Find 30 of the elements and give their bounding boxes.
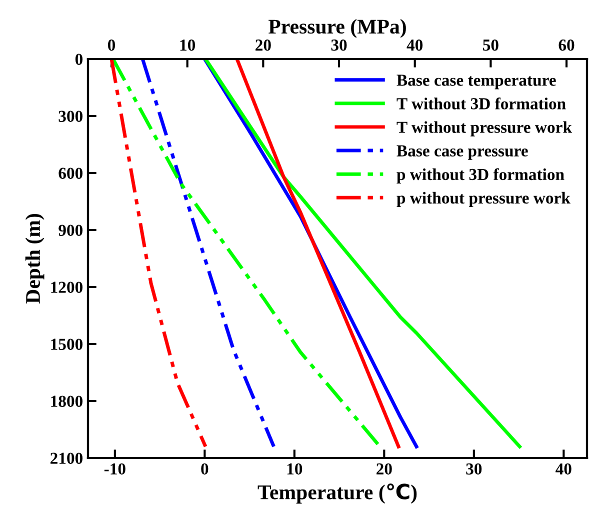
y-tick-label: 2100 [50,452,83,464]
y-axis-title: Depth (m) [25,214,44,304]
legend-label: p without pressure work [396,192,570,208]
x-tick-label: 10 [287,463,302,475]
x-tick-label: 40 [556,463,572,475]
legend-label: Base case temperature [396,74,556,90]
x2-tick-label: 40 [406,40,423,51]
legend-label: T without 3D formation [396,97,566,110]
y-tick-label: 1800 [51,396,83,407]
x2-tick-label: 10 [180,40,196,51]
x-axis-title: Temperature (℃) [258,484,417,504]
x-tick-label: 20 [376,463,392,475]
legend-label: T without pressure work [396,121,572,136]
x2-tick-label: 0 [108,40,116,51]
y-tick-label: 1500 [51,338,83,350]
x2-tick-label: 30 [331,40,347,51]
x2-tick-label: 20 [256,40,271,51]
x-tick-label: 0 [201,463,208,475]
y-tick-label: 0 [75,54,83,65]
x-tick-label: 30 [466,463,482,475]
y-tick-label: 300 [58,110,83,122]
x2-tick-label: 50 [483,40,498,51]
y-tick-label: 900 [58,224,83,236]
x2-axis-title: Pressure (MPa) [268,19,406,38]
legend-label: Base case pressure [396,145,528,160]
y-tick-label: 600 [58,168,83,179]
x-tick-label: -10 [104,463,126,475]
x2-tick-label: 60 [558,40,574,51]
y-tick-label: 1200 [51,282,83,293]
legend-label: p without 3D formation [396,168,564,184]
